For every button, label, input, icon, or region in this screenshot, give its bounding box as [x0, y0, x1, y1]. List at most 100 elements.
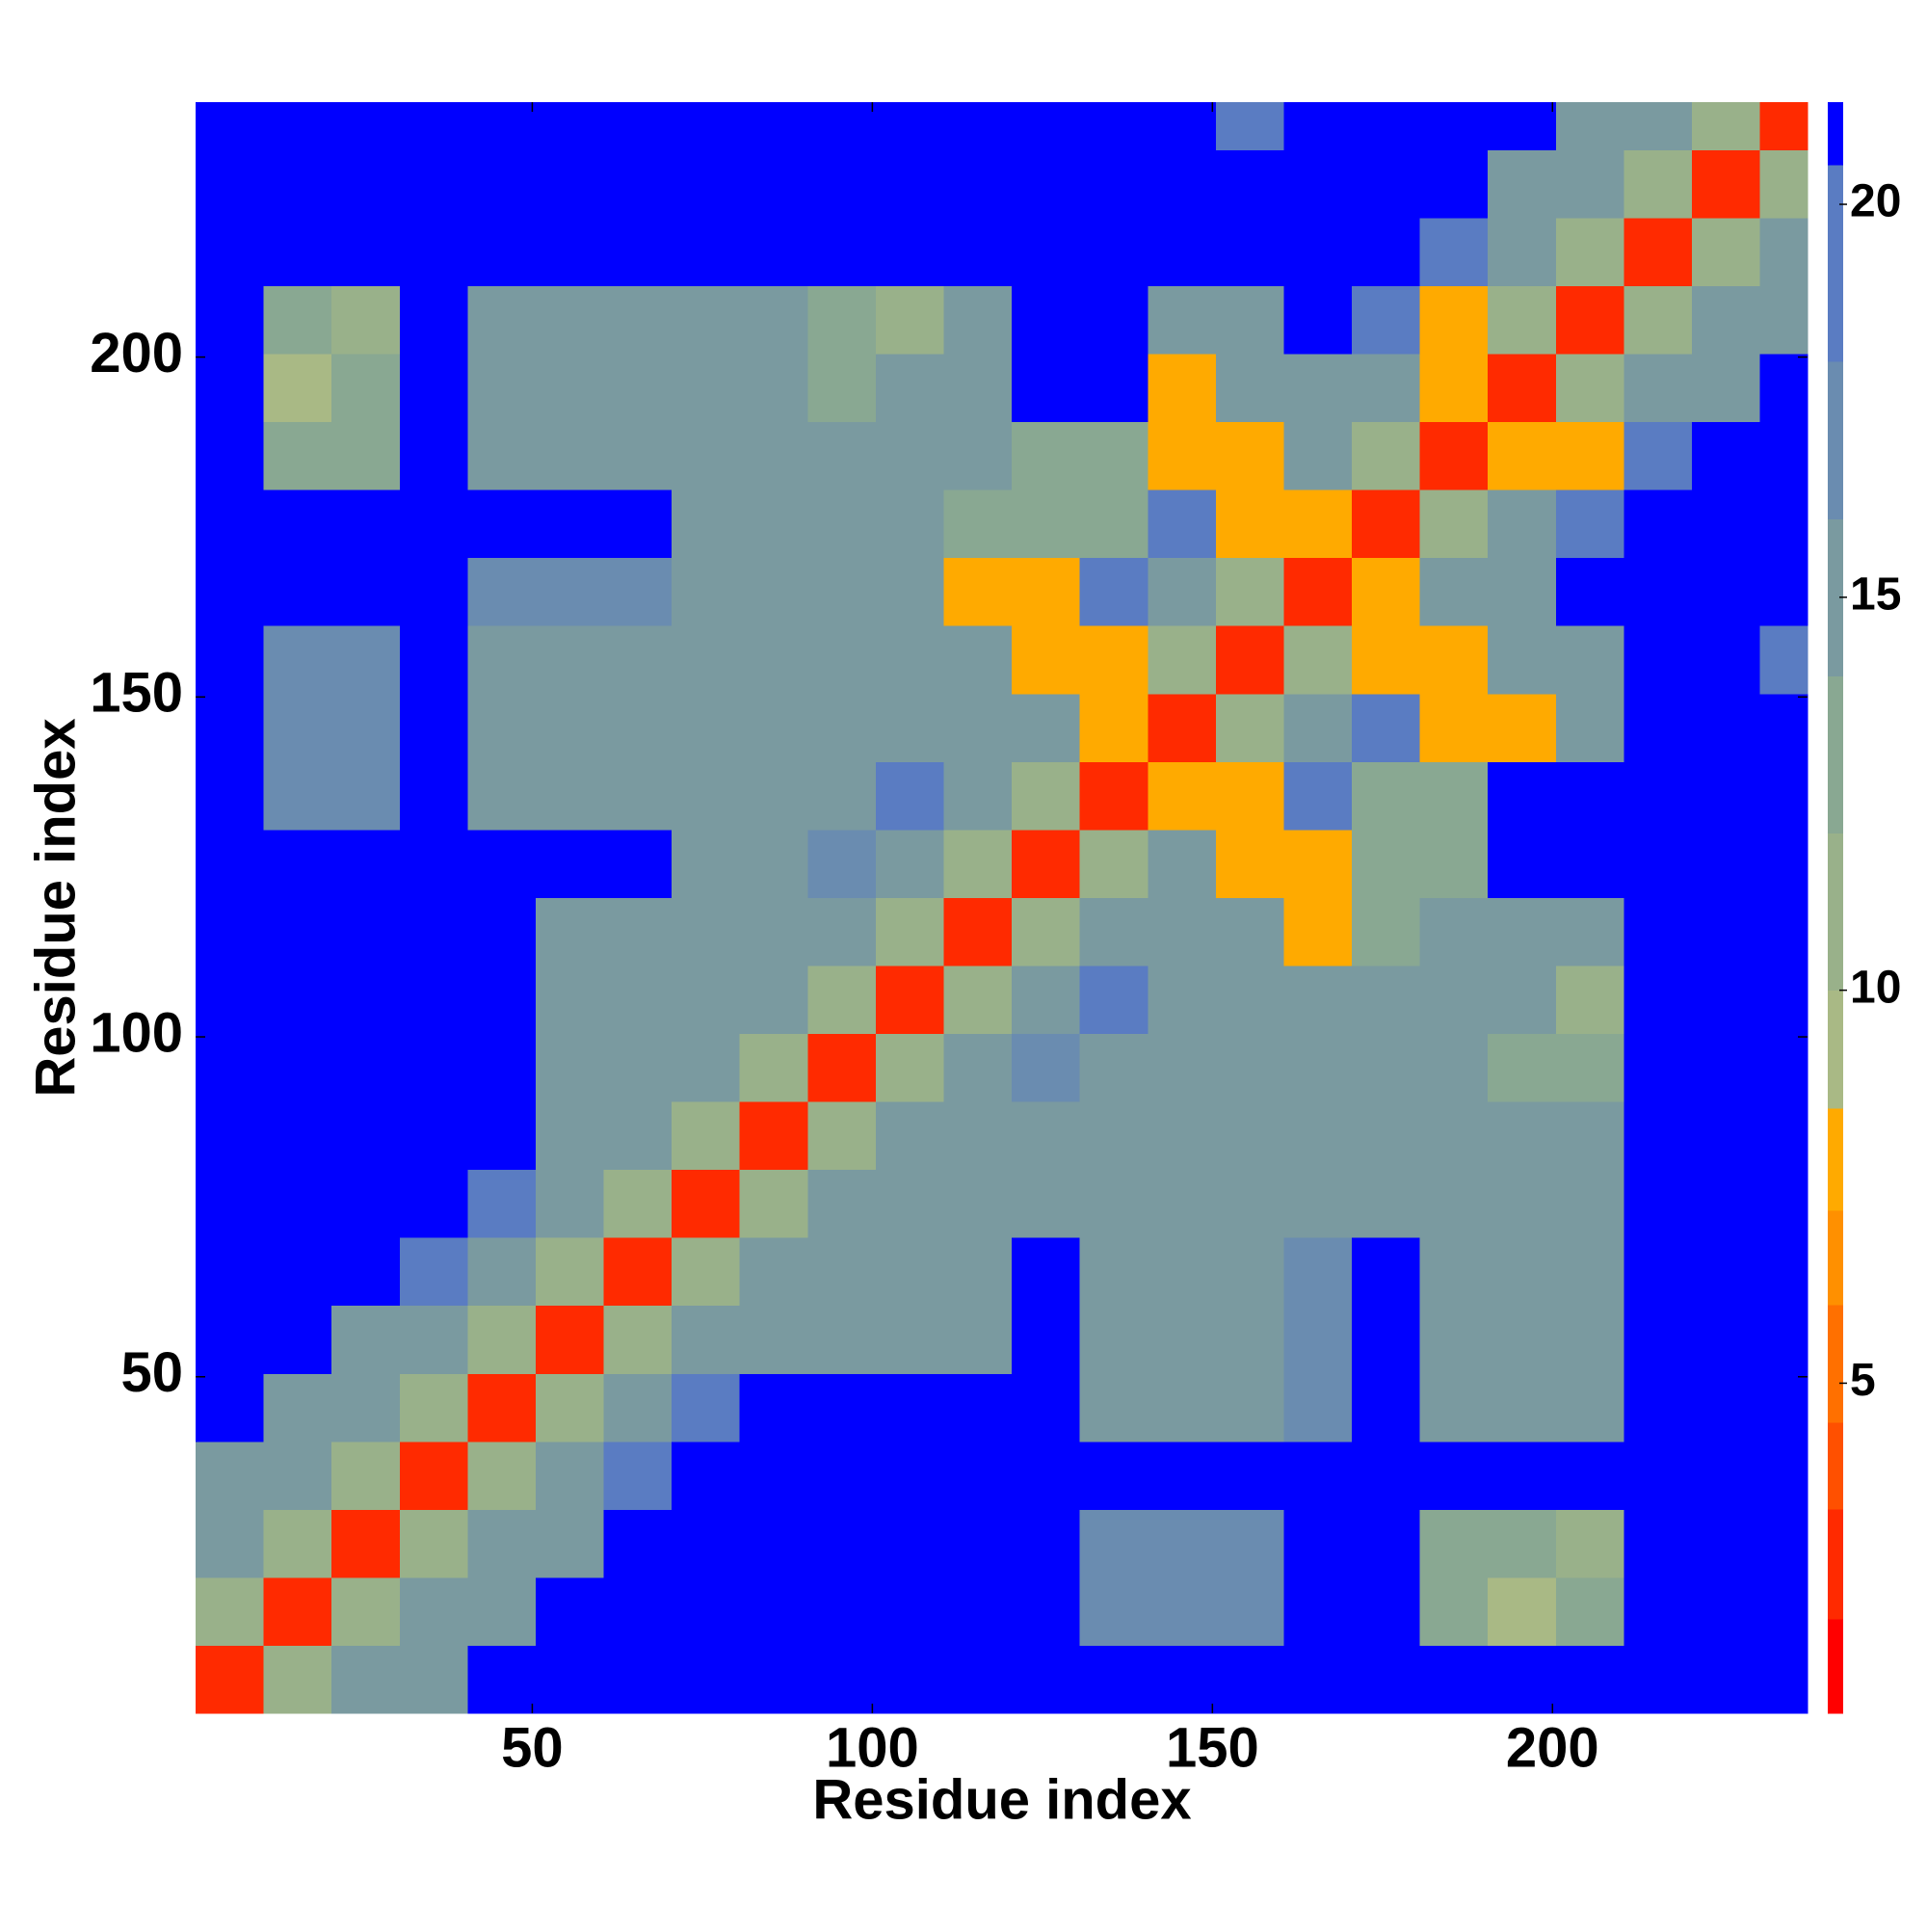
colorbar-band — [1828, 102, 1843, 166]
heatmap-cell — [1419, 693, 1489, 762]
heatmap-cell — [1283, 693, 1353, 762]
heatmap-cell — [1759, 1101, 1808, 1171]
heatmap-cell — [1691, 557, 1761, 626]
heatmap-cell — [603, 490, 673, 559]
heatmap-cell — [603, 149, 673, 219]
heatmap-cell — [1148, 285, 1217, 355]
heatmap-cell — [1079, 829, 1148, 898]
heatmap-cell — [1759, 1576, 1808, 1646]
heatmap-cell — [1759, 102, 1808, 150]
heatmap-cell — [1488, 1169, 1557, 1238]
y-tick-label: 50 — [120, 1341, 183, 1404]
heatmap-cell — [263, 1169, 332, 1238]
colorbar-tick-label: 5 — [1850, 1355, 1876, 1406]
heatmap-cell — [807, 1169, 877, 1238]
heatmap-cell — [672, 102, 741, 150]
heatmap-cell — [1691, 1169, 1761, 1238]
heatmap-cell — [263, 965, 332, 1035]
heatmap-cell — [875, 897, 944, 966]
heatmap-cell — [1555, 102, 1624, 150]
heatmap-cell — [1759, 1237, 1808, 1307]
heatmap-cell — [672, 1441, 741, 1510]
heatmap-cell — [1488, 761, 1557, 831]
heatmap-cell — [1352, 761, 1421, 831]
heatmap-cell — [1488, 421, 1557, 490]
heatmap-cell — [1691, 490, 1761, 559]
heatmap-cell — [672, 557, 741, 626]
heatmap-cell — [943, 1645, 1013, 1714]
heatmap-cell — [1419, 1101, 1489, 1171]
heatmap-cell — [875, 1645, 944, 1714]
heatmap-cell — [875, 490, 944, 559]
heatmap-cell — [1555, 1101, 1624, 1171]
heatmap-cell — [1352, 693, 1421, 762]
heatmap-cell — [1555, 557, 1624, 626]
heatmap-cell — [399, 1576, 468, 1646]
heatmap-cell — [672, 1373, 741, 1442]
heatmap-cell — [1012, 1169, 1081, 1238]
heatmap-cell — [1623, 149, 1693, 219]
heatmap-cell — [331, 1101, 401, 1171]
heatmap-cell — [399, 761, 468, 831]
heatmap-cell — [1283, 1101, 1353, 1171]
heatmap-cell — [1555, 1509, 1624, 1578]
heatmap-cell — [1419, 761, 1489, 831]
heatmap-cell — [1488, 354, 1557, 423]
heatmap-cell — [399, 1509, 468, 1578]
heatmap-cell — [1691, 217, 1761, 286]
heatmap-cell — [672, 1576, 741, 1646]
heatmap-cell — [1488, 1237, 1557, 1307]
heatmap-cell — [535, 829, 605, 898]
heatmap-cell — [399, 421, 468, 490]
heatmap-cell — [1623, 1576, 1693, 1646]
heatmap-cell — [1148, 217, 1217, 286]
colorbar-band — [1828, 361, 1843, 519]
heatmap-cell — [1148, 1237, 1217, 1307]
heatmap-cell — [672, 421, 741, 490]
heatmap-cell — [739, 557, 808, 626]
heatmap-cell — [263, 1101, 332, 1171]
heatmap-cell — [1759, 217, 1808, 286]
heatmap-cell — [1555, 1169, 1624, 1238]
heatmap-cell — [672, 1645, 741, 1714]
heatmap-cell — [1352, 102, 1421, 150]
heatmap-cell — [263, 1441, 332, 1510]
heatmap-cell — [1488, 1033, 1557, 1102]
heatmap-cell — [1555, 625, 1624, 695]
heatmap-cell — [1079, 490, 1148, 559]
heatmap-cell — [467, 1033, 537, 1102]
heatmap-cell — [196, 1441, 265, 1510]
heatmap-cell — [1623, 1033, 1693, 1102]
heatmap-cell — [1352, 625, 1421, 695]
heatmap-cell — [1488, 897, 1557, 966]
heatmap-cell — [875, 1373, 944, 1442]
heatmap-cell — [875, 421, 944, 490]
heatmap-cell — [1012, 1645, 1081, 1714]
heatmap-cell — [467, 149, 537, 219]
heatmap-cell — [263, 149, 332, 219]
heatmap-cell — [331, 149, 401, 219]
heatmap-cell — [1488, 490, 1557, 559]
heatmap-cell — [1691, 1101, 1761, 1171]
heatmap-cell — [196, 1033, 265, 1102]
heatmap-cell — [1623, 965, 1693, 1035]
heatmap-cell — [467, 761, 537, 831]
heatmap-cell — [943, 693, 1013, 762]
heatmap-cell — [467, 1645, 537, 1714]
heatmap-cell — [807, 1441, 877, 1510]
heatmap-cell — [399, 829, 468, 898]
heatmap-cell — [1488, 149, 1557, 219]
heatmap-cell — [1419, 557, 1489, 626]
heatmap-cell — [807, 1237, 877, 1307]
colorbar-band — [1828, 165, 1843, 362]
heatmap-cell — [1555, 829, 1624, 898]
heatmap-cell — [467, 421, 537, 490]
heatmap-cell — [672, 965, 741, 1035]
heatmap-cell — [1215, 217, 1284, 286]
heatmap-cell — [1012, 1101, 1081, 1171]
heatmap-cell — [672, 761, 741, 831]
heatmap-cell — [467, 102, 537, 150]
heatmap-cell — [1555, 1576, 1624, 1646]
heatmap-cell — [807, 149, 877, 219]
